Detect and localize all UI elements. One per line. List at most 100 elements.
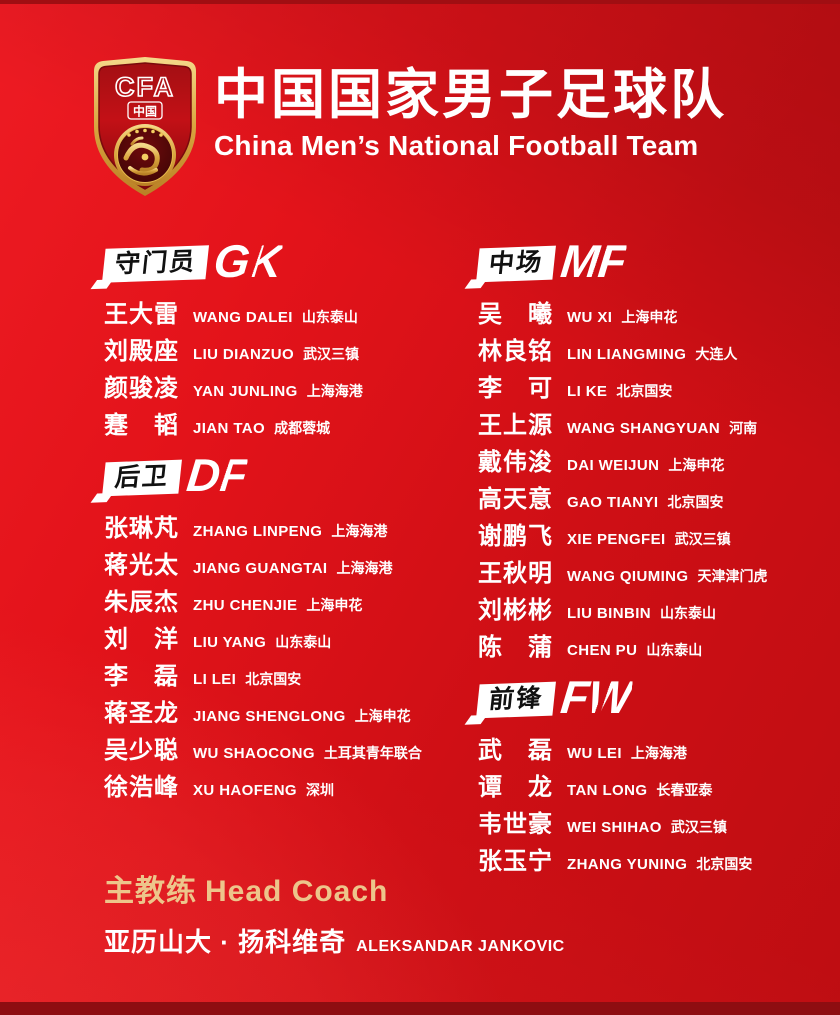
head-coach-name-en: ALEKSANDAR JANKOVIC (356, 938, 565, 955)
player-name-pinyin: LI LEI (193, 671, 237, 688)
player-name-cn: 王上源 (478, 412, 553, 439)
player-name-cn: 张琳芃 (104, 515, 179, 542)
section-mf: 中场 MF 吴 曦 WU XI 上海申花 林良铭 LIN LIANGMING 大… (476, 235, 838, 664)
player-name-cn: 吴 曦 (478, 301, 553, 328)
section-label-abbr: GK (211, 235, 284, 288)
player-name-cn: 颜骏凌 (104, 375, 179, 402)
player-club: 山东泰山 (301, 309, 358, 325)
player-name-cn: 戴伟浚 (478, 449, 553, 476)
player-name-cn: 蒋光太 (104, 552, 179, 579)
section-badge: 守门员 GK (101, 235, 464, 288)
player-club: 长春亚泰 (656, 782, 713, 798)
player-row: 高天意 GAO TIANYI 北京国安 (478, 479, 838, 516)
section-badge: 前锋 FW (476, 671, 838, 723)
player-club: 武汉三镇 (674, 531, 731, 547)
player-row: 谭 龙 TAN LONG 长春亚泰 (478, 767, 838, 804)
player-list: 吴 曦 WU XI 上海申花 林良铭 LIN LIANGMING 大连人 李 可… (478, 294, 838, 664)
player-name-pinyin: JIANG SHENGLONG (193, 708, 346, 725)
player-club: 上海申花 (354, 708, 411, 724)
head-coach-title: 主教练 Head Coach (104, 866, 565, 910)
player-row: 王秋明 WANG QIUMING 天津津门虎 (478, 553, 838, 590)
player-row: 李 磊 LI LEI 北京国安 (104, 656, 464, 693)
player-row: 戴伟浚 DAI WEIJUN 上海申花 (478, 442, 838, 479)
player-name-pinyin: WANG SHANGYUAN (567, 420, 721, 437)
logo-country-text: 中国 (133, 104, 157, 119)
head-coach-block: 主教练 Head Coach 亚历山大 · 扬科维奇 ALEKSANDAR JAN… (104, 866, 565, 959)
player-name-pinyin: TAN LONG (567, 782, 648, 799)
player-name-pinyin: JIANG GUANGTAI (193, 560, 328, 577)
player-club: 北京国安 (667, 494, 724, 510)
section-badge-box: 前锋 (476, 681, 556, 719)
player-name-pinyin: WANG QIUMING (567, 568, 689, 585)
player-row: 张琳芃 ZHANG LINPENG 上海海港 (104, 508, 464, 545)
player-club: 上海海港 (336, 560, 393, 576)
player-row: 蒋圣龙 JIANG SHENGLONG 上海申花 (104, 693, 464, 730)
player-name-cn: 徐浩峰 (104, 774, 179, 801)
player-row: 陈 蒲 CHEN PU 山东泰山 (478, 627, 838, 664)
player-club: 上海申花 (621, 309, 678, 325)
player-name-pinyin: LIU YANG (193, 634, 267, 651)
player-name-pinyin: XU HAOFENG (193, 782, 298, 799)
section-badge: 后卫 DF (102, 449, 464, 501)
player-club: 上海海港 (306, 383, 363, 399)
player-name-cn: 蹇 韬 (104, 412, 179, 439)
head-coach-name-cn: 亚历山大 · 扬科维奇 (104, 927, 347, 957)
player-name-pinyin: WU XI (567, 309, 613, 326)
player-name-cn: 王秋明 (478, 560, 553, 587)
player-name-pinyin: LI KE (567, 383, 608, 400)
section-label-cn: 前锋 (487, 684, 545, 714)
section-label-abbr: MF (558, 235, 629, 288)
player-name-cn: 吴少聪 (104, 737, 179, 764)
section-badge-box: 中场 (476, 245, 556, 283)
section-gk: 守门员 GK 王大雷 WANG DALEI 山东泰山 刘殿座 LIU DIANZ… (101, 235, 464, 442)
player-row: 武 磊 WU LEI 上海海港 (478, 730, 838, 767)
player-name-pinyin: WU LEI (567, 745, 622, 762)
player-club: 上海申花 (668, 457, 725, 473)
player-name-cn: 刘彬彬 (478, 597, 553, 624)
player-row: 蒋光太 JIANG GUANGTAI 上海海港 (104, 545, 464, 582)
head-coach-name: 亚历山大 · 扬科维奇 ALEKSANDAR JANKOVIC (104, 922, 565, 959)
player-name-pinyin: WANG DALEI (193, 309, 293, 326)
player-club: 武汉三镇 (670, 819, 727, 835)
player-name-pinyin: ZHANG YUNING (567, 856, 688, 873)
player-name-cn: 武 磊 (478, 737, 553, 764)
player-name-cn: 李 磊 (104, 663, 179, 690)
player-club: 武汉三镇 (303, 346, 360, 362)
player-name-pinyin: ZHU CHENJIE (193, 597, 298, 614)
player-name-cn: 朱辰杰 (104, 589, 179, 616)
player-name-cn: 谢鹏飞 (478, 523, 553, 550)
player-club: 北京国安 (616, 383, 673, 399)
player-list: 张琳芃 ZHANG LINPENG 上海海港 蒋光太 JIANG GUANGTA… (104, 508, 464, 804)
player-row: 刘殿座 LIU DIANZUO 武汉三镇 (104, 331, 464, 368)
player-name-cn: 李 可 (478, 375, 553, 402)
player-name-pinyin: CHEN PU (567, 642, 638, 659)
player-club: 河南 (729, 420, 758, 436)
section-badge: 中场 MF (476, 235, 838, 288)
player-row: 徐浩峰 XU HAOFENG 深圳 (104, 767, 464, 804)
cfa-logo: CFA 中国 (88, 56, 202, 203)
player-name-cn: 王大雷 (104, 301, 179, 328)
player-name-pinyin: ZHANG LINPENG (193, 523, 323, 540)
player-name-cn: 谭 龙 (478, 774, 553, 801)
player-row: 蹇 韬 JIAN TAO 成都蓉城 (104, 405, 464, 442)
dragon-emblem (123, 136, 160, 176)
player-row: 朱辰杰 ZHU CHENJIE 上海申花 (104, 582, 464, 619)
player-row: 张玉宁 ZHANG YUNING 北京国安 (478, 841, 838, 878)
player-name-pinyin: XIE PENGFEI (567, 531, 666, 548)
player-name-cn: 韦世豪 (478, 811, 553, 838)
cfa-crest-icon: CFA 中国 (94, 57, 196, 196)
player-name-pinyin: LIU DIANZUO (193, 346, 295, 363)
player-name-cn: 蒋圣龙 (104, 700, 179, 727)
player-name-pinyin: DAI WEIJUN (567, 457, 660, 474)
star-arc (127, 128, 163, 137)
player-row: 王大雷 WANG DALEI 山东泰山 (104, 294, 464, 331)
top-dark-strip (0, 0, 840, 4)
player-row: 林良铭 LIN LIANGMING 大连人 (478, 331, 838, 368)
player-club: 上海海港 (630, 745, 687, 761)
player-club: 北京国安 (245, 671, 302, 687)
player-row: 谢鹏飞 XIE PENGFEI 武汉三镇 (478, 516, 838, 553)
section-label-cn: 守门员 (113, 247, 198, 279)
logo-abbr-text: CFA (115, 72, 175, 102)
player-name-cn: 张玉宁 (478, 848, 553, 875)
